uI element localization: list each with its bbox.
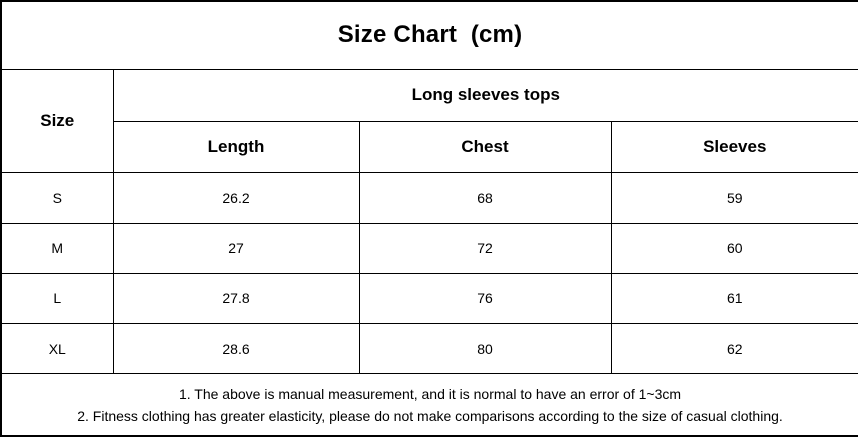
table-row-xl: XL 28.6 80 62	[0, 322, 858, 375]
length-value: 26.2	[112, 172, 360, 224]
table-row-l: L 27.8 76 61	[0, 272, 858, 324]
page-title: Size Chart (cm)	[0, 0, 858, 70]
table-row-s: S 26.2 68 59	[0, 172, 858, 224]
length-value: 28.6	[112, 322, 360, 375]
sleeves-value: 61	[610, 272, 858, 324]
table-row-m: M 27 72 60	[0, 222, 858, 274]
column-header-length: Length	[112, 121, 360, 174]
note-line-2: 2. Fitness clothing has greater elastici…	[77, 407, 783, 424]
sleeves-value: 60	[610, 222, 858, 274]
note-line-1: 1. The above is manual measurement, and …	[178, 385, 682, 402]
size-label: M	[0, 222, 114, 274]
size-label: XL	[0, 322, 114, 375]
column-header-size: Size	[0, 68, 114, 174]
title-row: Size Chart (cm)	[0, 0, 858, 70]
size-label: S	[0, 172, 114, 224]
chest-value: 72	[358, 222, 612, 274]
sleeves-value: 59	[610, 172, 858, 224]
column-header-chest: Chest	[358, 121, 612, 174]
notes-row: 1. The above is manual measurement, and …	[0, 373, 858, 437]
column-header-sleeves: Sleeves	[610, 121, 858, 174]
group-header-long-sleeves-tops: Long sleeves tops	[112, 68, 858, 123]
header-row-group: Size Long sleeves tops	[0, 68, 858, 174]
length-value: 27.8	[112, 272, 360, 324]
chest-value: 68	[358, 172, 612, 224]
header-row-measures: Length Chest Sleeves	[1, 121, 858, 174]
sleeves-value: 62	[610, 322, 858, 375]
chest-value: 76	[358, 272, 612, 324]
size-label: L	[0, 272, 114, 324]
length-value: 27	[112, 222, 360, 274]
notes-cell: 1. The above is manual measurement, and …	[0, 373, 858, 437]
chest-value: 80	[358, 322, 612, 375]
